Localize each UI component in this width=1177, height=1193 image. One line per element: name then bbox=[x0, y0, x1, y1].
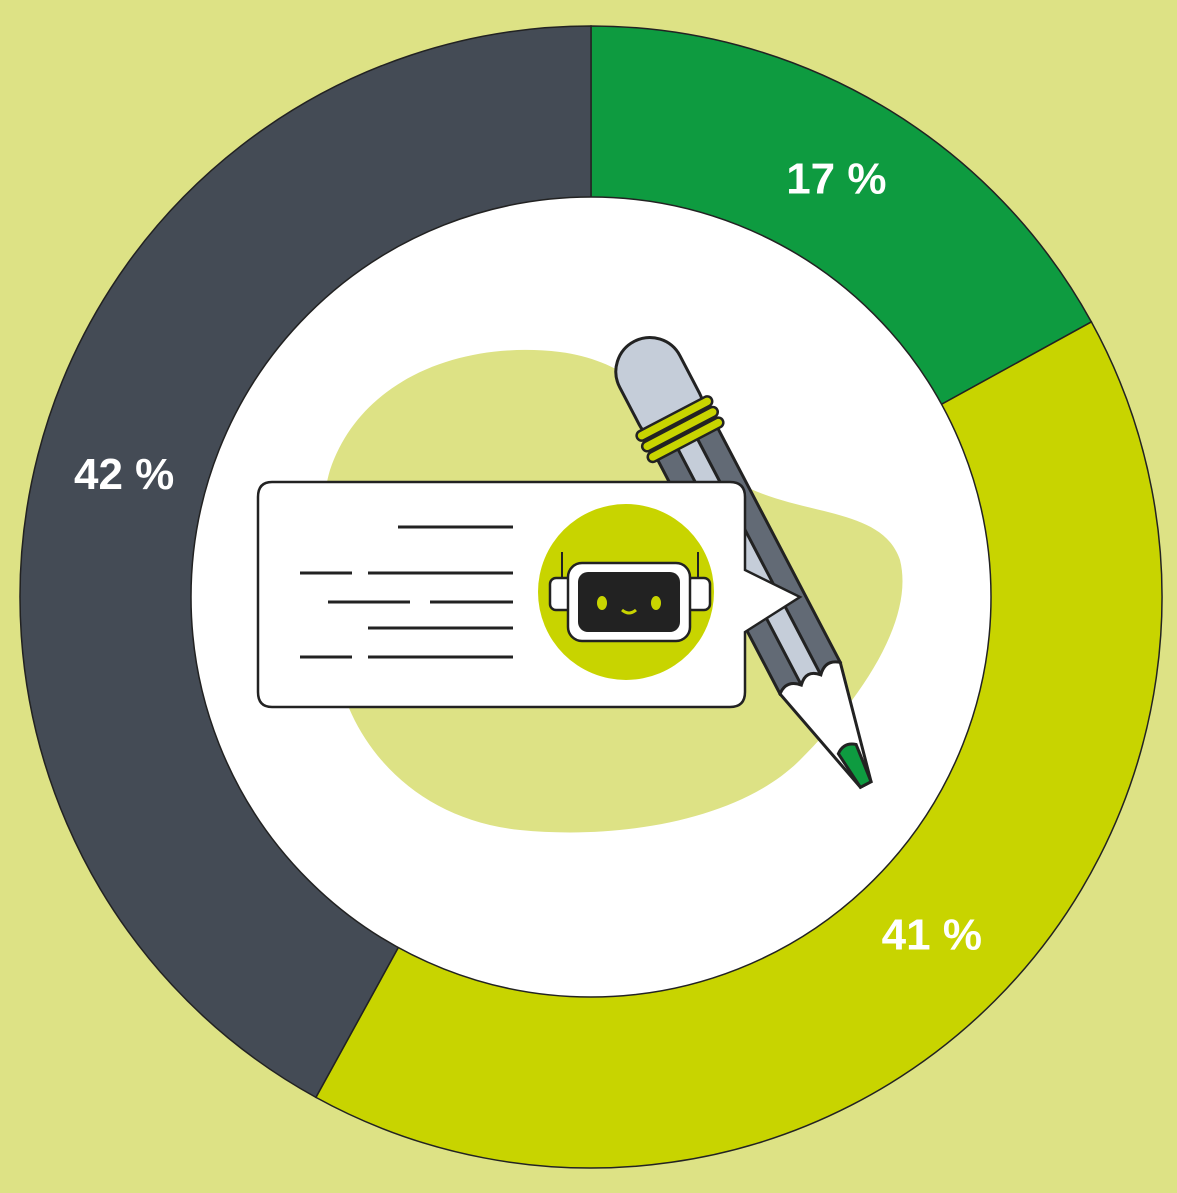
robot bbox=[538, 504, 714, 680]
value-label: 42 % bbox=[74, 450, 174, 499]
speech-bubble bbox=[258, 482, 800, 707]
value-label: 41 % bbox=[882, 910, 982, 959]
chart: 17 % 41 % 42 % bbox=[0, 0, 1177, 1193]
page: 17 %41 %42 % (() => { const data = JSON.… bbox=[0, 0, 1177, 1193]
value-label: 17 % bbox=[786, 155, 886, 204]
